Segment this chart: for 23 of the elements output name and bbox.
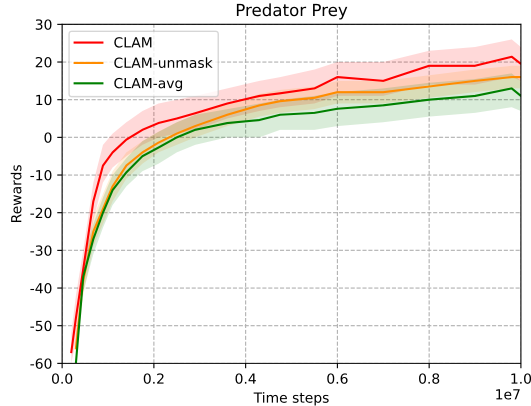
x-tick-label: 0.2 [144,373,164,384]
y-tick-label: -30 [30,245,52,256]
y-tick-label: -20 [30,208,52,218]
legend-label: CLAM [114,37,152,48]
y-tick-label: -10 [30,170,52,181]
x-tick-label: 1.0 [511,373,531,384]
x-axis-title: Time steps [254,392,329,406]
text: 1e7 [496,389,520,400]
x-tick-label: 0.4 [236,373,256,384]
x-tick-label: 0.6 [327,373,348,384]
y-axis-title: Rewards [10,165,22,222]
y-tick-label: -60 [30,358,52,369]
x-tick-label: 0.0 [52,373,72,384]
y-tick-label: -50 [30,320,52,332]
legend-label: CLAM-avg [114,78,182,92]
y-tick-label: 30 [36,19,52,30]
y-tick-label: 10 [36,94,52,106]
x-tick-label: 0.8 [419,373,440,384]
chart-title: Predator Prey [236,3,348,20]
y-tick-label: 0 [44,132,52,143]
y-tick-label: 20 [36,56,52,68]
y-tick-label: -40 [30,283,52,294]
legend-label: CLAM-unmask [114,57,213,68]
